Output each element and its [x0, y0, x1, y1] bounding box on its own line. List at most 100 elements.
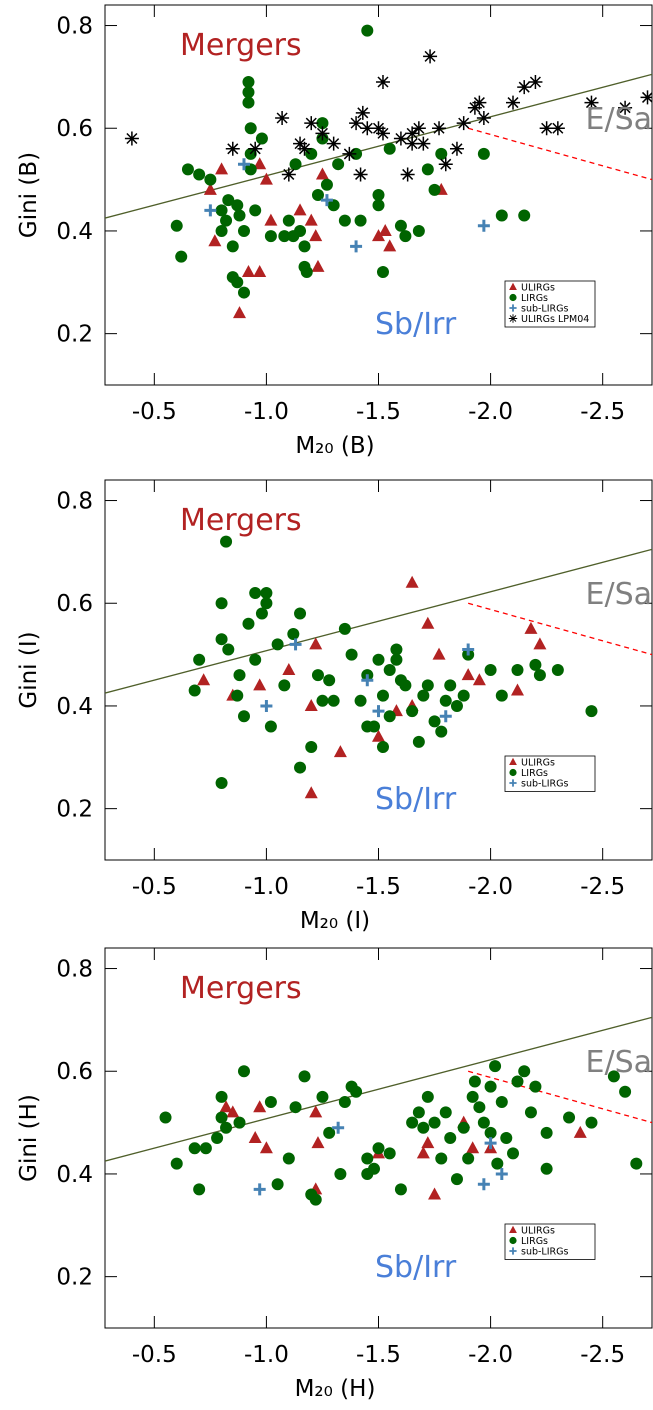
x-axis-title: M₂₀ (B): [295, 433, 374, 459]
panel: -0.5 -1.0 -1.5 -2.0 -2.5 0.2 0.4 0.6 0.8 M₂₀ (H) G…: [16, 947, 653, 1402]
point: [405, 136, 420, 151]
point: [264, 230, 277, 243]
point: [495, 1096, 508, 1109]
point: [618, 100, 633, 115]
point: [477, 147, 490, 160]
point: [630, 1157, 643, 1170]
point: [421, 616, 435, 629]
annotation: Mergers: [180, 971, 302, 1006]
point: [278, 679, 291, 692]
point: [304, 698, 318, 711]
point: [332, 158, 345, 171]
point: [421, 163, 434, 176]
point: [124, 131, 139, 146]
point: [477, 219, 490, 232]
legend-box: [504, 1223, 596, 1260]
point: [327, 199, 340, 212]
point: [242, 617, 255, 630]
point: [517, 80, 532, 95]
point: [244, 163, 257, 176]
point: [309, 1193, 322, 1206]
point: [416, 1146, 430, 1159]
point: [450, 1173, 463, 1186]
point: [491, 1157, 504, 1170]
x-tick-label: -1.0: [244, 1342, 289, 1368]
reference-line: [105, 1016, 652, 1162]
annotation: Mergers: [180, 28, 302, 63]
reference-line: [467, 602, 652, 656]
legend-label: LIRGs: [521, 768, 548, 779]
point: [215, 224, 228, 237]
point: [204, 173, 217, 186]
point: [170, 1157, 183, 1170]
point: [342, 146, 357, 161]
point: [231, 276, 244, 289]
point: [405, 575, 419, 588]
point: [509, 1247, 517, 1255]
point: [215, 162, 229, 175]
point: [242, 96, 255, 109]
point: [640, 90, 652, 105]
legend-box: [504, 755, 596, 792]
point: [282, 1152, 295, 1165]
point: [316, 117, 329, 130]
point: [354, 214, 367, 227]
point: [484, 664, 497, 676]
point: [461, 668, 475, 681]
legend-marker: [509, 768, 517, 777]
point: [338, 214, 351, 227]
reference-line: [467, 127, 652, 181]
point: [550, 121, 565, 136]
point: [350, 240, 363, 253]
legend-marker: [509, 1225, 517, 1233]
legend-label: sub-LIRGs: [521, 304, 568, 315]
point: [215, 1090, 228, 1103]
point: [249, 204, 262, 217]
point: [412, 735, 425, 748]
annotation: E/Sa: [586, 1045, 653, 1080]
point: [435, 1152, 448, 1165]
point: [249, 586, 262, 599]
point: [428, 1116, 441, 1129]
x-tick-label: -2.0: [468, 1342, 513, 1368]
point: [372, 1142, 385, 1155]
panel: -0.5 -1.0 -1.5 -2.0 -2.5 0.2 0.4 0.6 0.8 M₂₀ (I) G…: [16, 479, 653, 934]
point: [320, 194, 333, 207]
point: [226, 1105, 240, 1118]
point: [215, 204, 228, 217]
point: [539, 121, 554, 136]
point: [457, 1121, 470, 1134]
point: [529, 1080, 542, 1093]
point: [466, 1141, 480, 1154]
point: [345, 648, 358, 661]
point: [300, 266, 313, 279]
x-tick-label: -1.0: [244, 399, 289, 425]
point: [253, 157, 267, 170]
point: [293, 203, 307, 216]
point: [170, 219, 183, 232]
point: [316, 1090, 329, 1103]
point: [215, 597, 228, 610]
point: [225, 141, 240, 156]
legend-marker: [509, 282, 517, 290]
legend-box: [504, 280, 596, 328]
point: [372, 189, 385, 201]
point: [406, 1116, 419, 1129]
point: [432, 121, 447, 136]
point: [508, 314, 518, 323]
annotation: E/Sa: [586, 102, 653, 137]
point: [237, 158, 250, 171]
point: [211, 1132, 224, 1144]
point: [260, 597, 273, 610]
point: [368, 720, 381, 733]
point: [259, 172, 273, 185]
point: [457, 689, 470, 702]
point: [233, 209, 246, 222]
point: [376, 266, 389, 279]
point: [193, 168, 206, 181]
point: [372, 199, 385, 212]
point: [438, 157, 453, 172]
plot-area: [105, 24, 652, 319]
point: [511, 1075, 524, 1088]
point: [406, 705, 419, 718]
